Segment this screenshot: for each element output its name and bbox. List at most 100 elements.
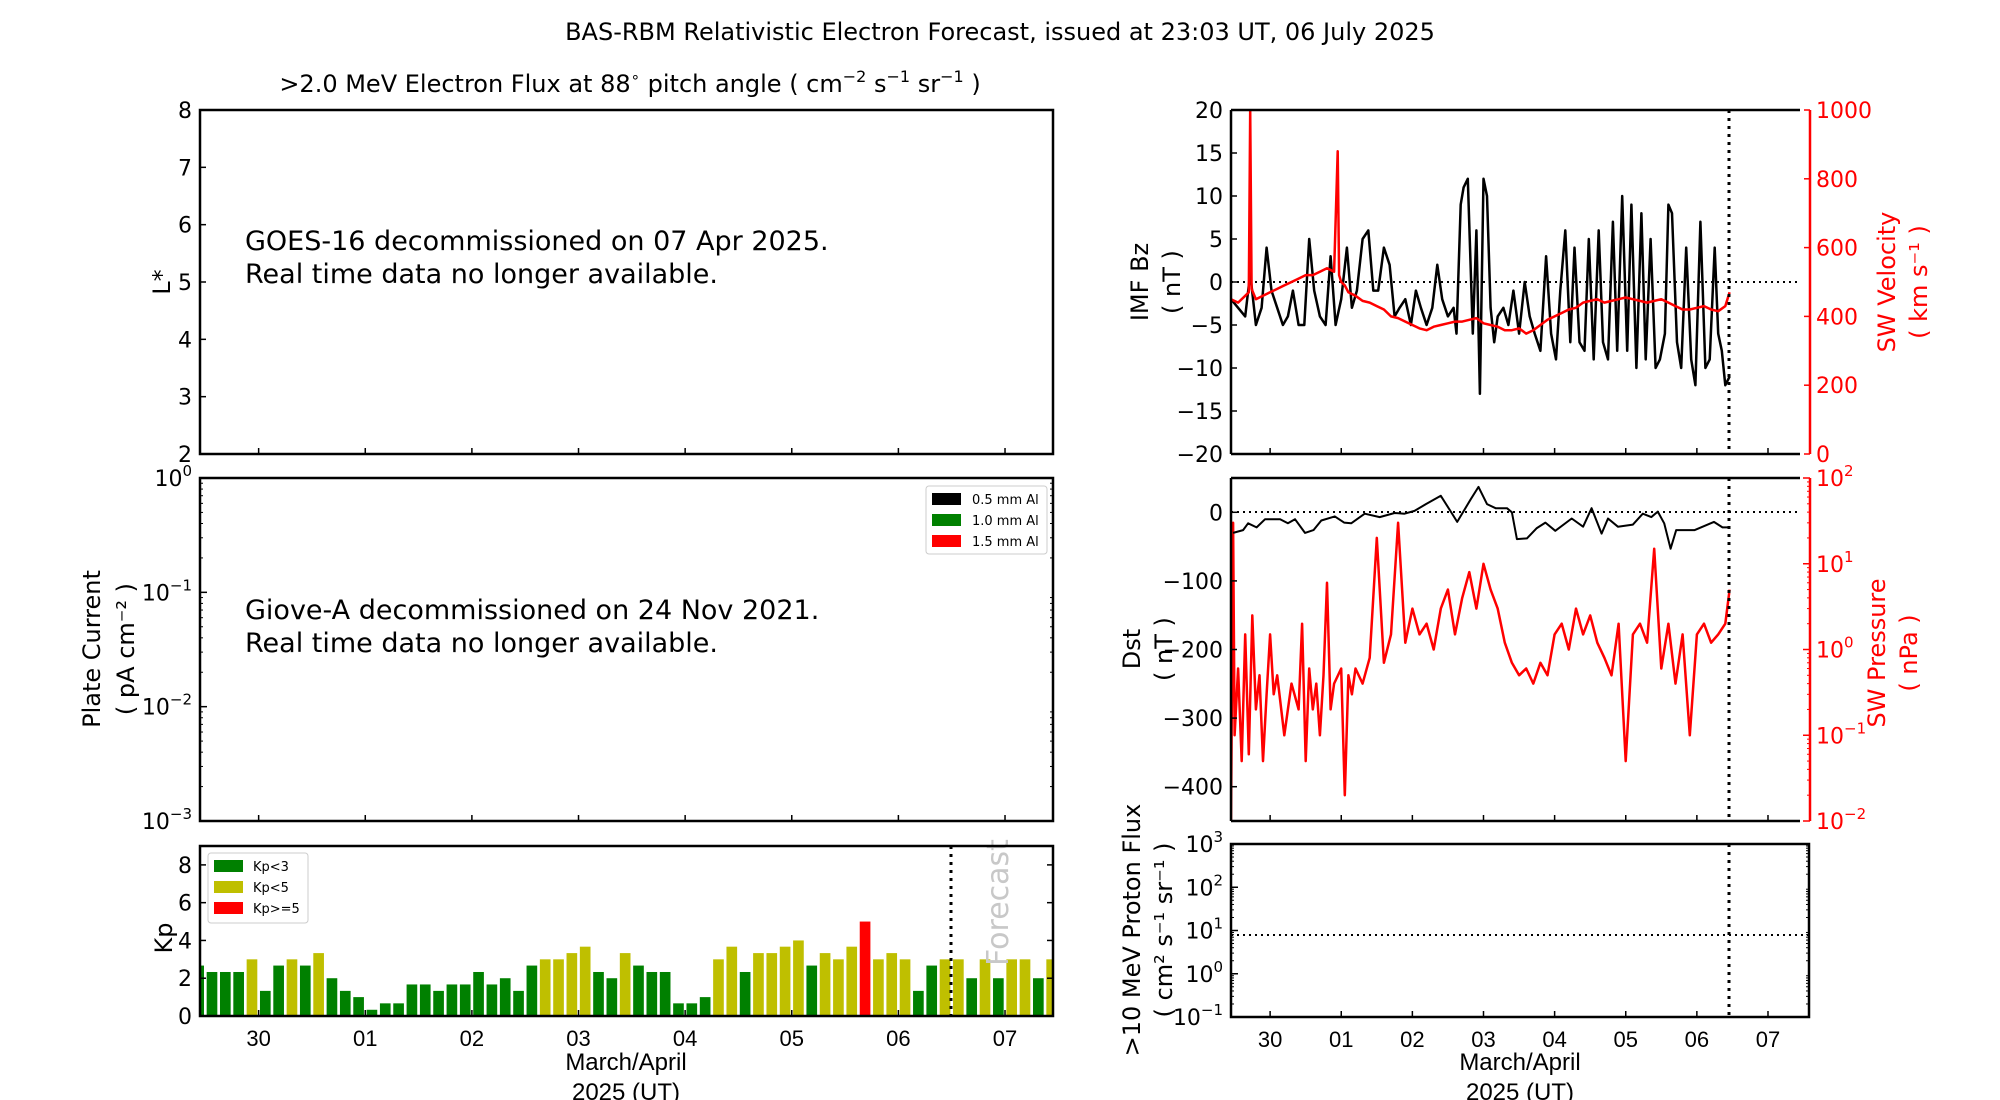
plot-frame [1229, 476, 1800, 823]
notice-line-1: Giove-A decommissioned on 24 Nov 2021. [245, 595, 819, 626]
y-axis-label: Kp [150, 923, 178, 954]
y-tick-label: 3 [178, 386, 192, 411]
kp-bar [846, 946, 858, 1016]
kp-bar [686, 1003, 698, 1016]
y-tick-label: −300 [1163, 707, 1223, 732]
kp-bar [913, 990, 924, 1016]
kp-bar [633, 965, 644, 1016]
y-tick-label: 103 [1185, 828, 1223, 858]
kp-bar [1033, 978, 1044, 1016]
kp-bar [459, 984, 471, 1016]
kp-bar [699, 997, 711, 1016]
y-tick-label: 400 [1816, 305, 1858, 330]
y-tick-label: 10−2 [142, 691, 192, 721]
legend: 0.5 mm Al 1.0 mm Al 1.5 mm Al [925, 485, 1048, 555]
kp-bar [419, 984, 431, 1016]
y-tick-label: 2 [178, 967, 192, 992]
kp-bar [793, 940, 804, 1016]
y-tick-label: 8 [178, 99, 192, 124]
y-tick-label: 20 [1195, 99, 1223, 124]
y-tick-label: 10−1 [142, 576, 192, 606]
kp-bar [326, 978, 338, 1016]
kp-bar [766, 953, 778, 1016]
y2-axis-label-line-2: ( nPa ) [1895, 614, 1923, 691]
kp-bar [206, 971, 218, 1016]
legend-label: Kp<3 [253, 860, 289, 875]
electron-flux-title: >2.0 MeV Electron Flux at 88∘ pitch angl… [279, 67, 980, 98]
x-axis-label-line-1: March/April [565, 1049, 686, 1076]
y-tick-label: 200 [1816, 374, 1858, 399]
y-tick-label: 10−1 [1173, 1001, 1223, 1031]
y-tick-label: 7 [178, 156, 192, 181]
y-tick-label: 8 [178, 854, 192, 879]
y-axis-label-line-1: Dst [1118, 629, 1146, 669]
kp-bar [939, 959, 951, 1016]
x-tick-label: 06 [886, 1026, 910, 1051]
legend-swatch [932, 535, 961, 547]
kp-bar [926, 965, 938, 1016]
sw-velocity-line [1231, 110, 1731, 335]
legend-label: Kp>=5 [253, 902, 300, 917]
y-tick-label: 100 [1185, 958, 1223, 988]
y-tick-label: 800 [1816, 168, 1858, 193]
kp-bar [366, 1009, 378, 1016]
x-axis-label-line-2: 2025 (UT) [572, 1079, 680, 1100]
kp-bar [299, 965, 311, 1016]
kp-bar [713, 959, 724, 1016]
y-tick-label: 5 [178, 271, 192, 296]
x-tick-label: 01 [1329, 1027, 1353, 1052]
legend: Kp<3 Kp<5 Kp>=5 [207, 852, 309, 924]
y-tick-label: 10−3 [142, 805, 192, 835]
y-tick-label: 15 [1195, 142, 1223, 167]
y-tick-label: 6 [178, 892, 192, 917]
notice-line-2: Real time data no longer available. [245, 628, 718, 659]
kp-bar [259, 990, 271, 1016]
forecast-label: Forecast [981, 839, 1016, 966]
kp-bar [993, 978, 1004, 1016]
legend-label: 1.0 mm Al [972, 514, 1039, 529]
x-tick-label: 05 [780, 1026, 804, 1051]
x-axis-label-line-2: 2025 (UT) [1466, 1079, 1574, 1100]
x-tick-label: 03 [566, 1026, 590, 1051]
y-tick-label: 10−2 [1816, 805, 1866, 835]
legend-swatch [932, 514, 961, 526]
kp-bar [779, 946, 791, 1016]
kp-bar [406, 984, 418, 1016]
y-tick-label: 0 [1816, 443, 1830, 468]
y-tick-label: −400 [1163, 776, 1223, 801]
kp-bar [273, 965, 284, 1016]
sw-pressure-line [1231, 521, 1731, 821]
x-tick-label: 02 [1400, 1027, 1424, 1052]
kp-bar [473, 971, 484, 1016]
kp-bar [313, 953, 324, 1016]
kp-bar [646, 971, 658, 1016]
y-tick-label: 0 [1209, 271, 1223, 296]
y-tick-label: 4 [178, 929, 192, 954]
legend-swatch [214, 881, 243, 893]
kp-bar [486, 984, 498, 1016]
x-tick-label: 06 [1685, 1027, 1709, 1052]
y-tick-label: 2 [178, 443, 192, 468]
plot-frame [198, 844, 1055, 1018]
y-tick-label: 0 [1209, 501, 1223, 526]
notice-line-2: Real time data no longer available. [245, 259, 718, 290]
kp-bar [953, 959, 964, 1016]
kp-bar [379, 1003, 391, 1016]
electron-flux-panel: >2.0 MeV Electron Flux at 88∘ pitch angl… [148, 67, 1055, 468]
kp-bar [539, 959, 551, 1016]
kp-bar [606, 978, 618, 1016]
y-tick-label: 101 [1185, 915, 1223, 945]
plot-frame [1229, 108, 1800, 456]
y-tick-label: 4 [178, 328, 192, 353]
y-tick-label: −15 [1177, 400, 1223, 425]
kp-bar [579, 946, 591, 1016]
kp-bar [806, 965, 818, 1016]
kp-bar [1006, 959, 1018, 1016]
y-tick-label: 100 [154, 462, 192, 492]
y-tick-label: 600 [1816, 237, 1858, 262]
kp-bar [200, 965, 204, 1016]
kp-bar [219, 971, 231, 1016]
